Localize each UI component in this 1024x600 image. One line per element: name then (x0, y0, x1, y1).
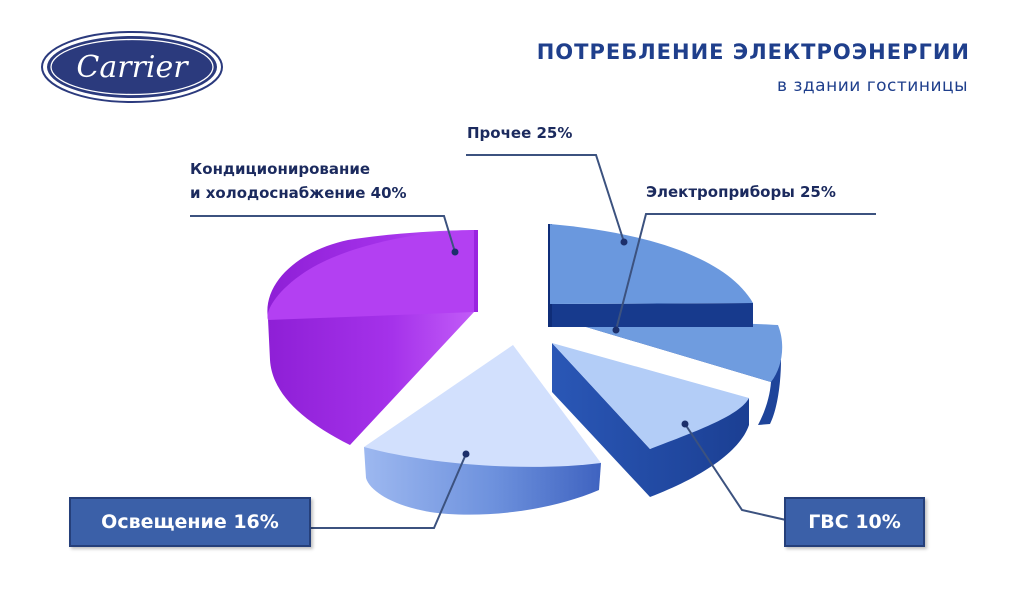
logo-text: Carrier (76, 50, 189, 85)
dot-cooling (451, 248, 459, 256)
leader-lines (190, 154, 876, 529)
label-cooling-line1: Кондиционирование (190, 160, 371, 178)
slice-appliances-top (556, 318, 783, 382)
dot-hot-water (681, 420, 689, 428)
slice-cooling-top (267, 230, 474, 320)
slice-lighting-top (364, 345, 601, 467)
carrier-logo: Carrier (41, 31, 223, 103)
leader-other (466, 154, 625, 243)
page-title: ПОТРЕБЛЕНИЕ ЭЛЕКТРОЭНЕРГИИ (536, 40, 970, 64)
slice-cooling (267, 230, 478, 445)
dot-lighting (462, 450, 470, 458)
label-cooling-line2: и холодоснабжение 40% (190, 184, 407, 202)
label-other: Прочее 25% (467, 124, 573, 142)
slice-appliances (556, 318, 783, 425)
slice-other-top (550, 224, 753, 304)
leader-hot-water (684, 423, 787, 521)
slice-hot-water-side (552, 343, 749, 497)
slice-hot-water-top (552, 343, 749, 449)
slice-other-side (550, 303, 753, 327)
slice-other (548, 224, 753, 327)
slice-hot-water (552, 343, 749, 497)
anchor-dots (451, 238, 689, 458)
label-cooling: Кондиционирование и холодоснабжение 40% (190, 157, 407, 205)
slice-lighting (364, 345, 601, 515)
slice-cooling-edge (474, 230, 478, 312)
label-lighting: Освещение 16% (69, 497, 311, 547)
page-subtitle: в здании гостиницы (776, 76, 968, 96)
label-appliances: Электроприборы 25% (646, 183, 836, 201)
leader-lighting (307, 453, 467, 529)
leader-appliances (615, 213, 876, 331)
leader-cooling (190, 215, 456, 253)
label-hot-water: ГВС 10% (784, 497, 925, 547)
dot-other (620, 238, 628, 246)
dot-appliances (612, 326, 620, 334)
